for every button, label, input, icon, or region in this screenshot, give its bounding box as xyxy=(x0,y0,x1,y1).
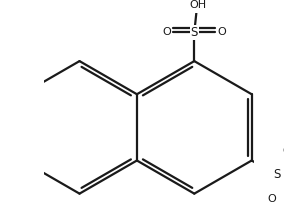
Text: S: S xyxy=(273,168,280,181)
Text: O: O xyxy=(283,146,284,156)
Text: O: O xyxy=(267,194,276,204)
Text: OH: OH xyxy=(189,0,206,10)
Text: O: O xyxy=(218,27,226,37)
Text: O: O xyxy=(162,27,171,37)
Text: S: S xyxy=(191,26,198,39)
